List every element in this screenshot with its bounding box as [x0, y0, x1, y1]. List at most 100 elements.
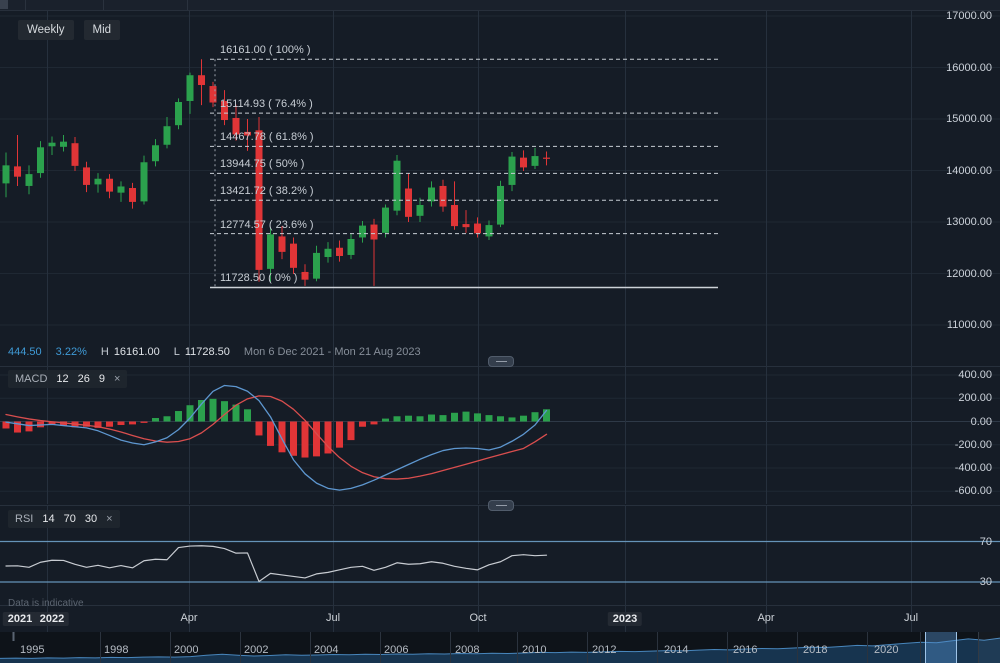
toolbar-separator	[25, 0, 26, 10]
candle-body	[2, 165, 10, 184]
macd-histogram-bar	[439, 415, 447, 422]
candle-body	[278, 236, 286, 252]
macd-fast-period: 12	[56, 373, 69, 385]
macd-histogram-bar	[301, 421, 309, 458]
macd-histogram-bar	[152, 418, 159, 422]
macd-histogram-bar	[531, 412, 539, 422]
macd-histogram-bar	[175, 411, 182, 422]
candle-body	[428, 187, 435, 202]
macd-histogram-bar	[267, 421, 274, 446]
candle-body	[531, 156, 539, 166]
candle-body	[439, 185, 447, 207]
macd-histogram-bar	[336, 421, 343, 448]
rsi-panel-canvas[interactable]	[0, 505, 1000, 632]
macd-histogram-bar	[370, 421, 378, 425]
rsi-upper-level: 70	[63, 513, 76, 525]
macd-slow-period: 26	[77, 373, 90, 385]
toolbar-fragment	[0, 0, 8, 9]
navigator-selection-window[interactable]	[925, 632, 956, 663]
macd-legend: MACD 12 26 9 ×	[8, 370, 128, 388]
candle-body	[37, 147, 44, 174]
candle-body	[267, 234, 274, 269]
macd-histogram-bar	[520, 415, 527, 422]
price-chart-canvas[interactable]	[0, 0, 1000, 366]
macd-histogram-bar	[382, 418, 389, 422]
macd-histogram-bar	[428, 414, 435, 422]
macd-histogram-bar	[106, 421, 113, 427]
candle-body	[71, 143, 79, 166]
candle-body	[451, 205, 458, 227]
candle-body	[129, 188, 136, 202]
candle-body	[382, 207, 389, 233]
rsi-close-icon[interactable]: ×	[106, 513, 113, 525]
candle-body	[25, 174, 33, 186]
macd-histogram-bar	[129, 421, 136, 425]
macd-histogram-bar	[163, 416, 171, 422]
macd-close-icon[interactable]: ×	[114, 373, 121, 385]
macd-histogram-bar	[94, 421, 102, 428]
timeframe-button[interactable]: Weekly	[18, 20, 74, 40]
navigator-area	[0, 638, 1000, 663]
candle-body	[324, 248, 332, 258]
macd-histogram-bar	[485, 415, 493, 422]
candle-body	[520, 157, 527, 168]
toolbar-separator	[187, 0, 188, 10]
candle-body	[83, 167, 90, 185]
macd-histogram-bar	[25, 421, 33, 432]
date-range-readout: Mon 6 Dec 2021 - Mon 21 Aug 2023	[243, 346, 421, 358]
price-status-bar: 444.50 3.22% H 16161.00 L 11728.50 Mon 6…	[8, 346, 421, 358]
candle-body	[508, 156, 516, 185]
navigator-left-handle[interactable]	[12, 632, 15, 641]
macd-signal-line	[5, 395, 548, 480]
candle-body	[198, 75, 205, 86]
toolbar-separator	[103, 0, 104, 10]
macd-histogram-bar	[244, 409, 251, 422]
macd-line	[5, 384, 548, 491]
candle-body	[474, 223, 481, 234]
candle-body	[336, 247, 343, 256]
low-readout: L 11728.50	[173, 346, 230, 358]
candle-body	[221, 100, 228, 121]
macd-histogram-bar	[474, 413, 481, 422]
range-navigator-canvas[interactable]	[0, 632, 1000, 663]
candle-body	[117, 186, 125, 193]
data-indicative-note: Data is indicative	[8, 598, 84, 609]
rsi-line	[5, 545, 548, 583]
candle-body	[393, 160, 401, 211]
candle-body	[244, 131, 251, 136]
rsi-label: RSI	[15, 513, 34, 525]
macd-histogram-bar	[278, 421, 286, 453]
candle-body	[462, 224, 470, 228]
macd-label: MACD	[15, 373, 48, 385]
macd-histogram-bar	[508, 417, 516, 422]
panel-resize-handle[interactable]	[488, 500, 514, 511]
candle-body	[370, 224, 378, 240]
panel-resize-handle[interactable]	[488, 356, 514, 367]
macd-signal-period: 9	[98, 373, 106, 385]
macd-histogram-bar	[186, 405, 194, 422]
macd-histogram-bar	[140, 421, 148, 423]
macd-histogram-bar	[462, 411, 470, 422]
rsi-legend: RSI 14 70 30 ×	[8, 510, 120, 528]
macd-histogram-bar	[416, 416, 424, 422]
candle-body	[347, 238, 355, 255]
candle-body	[106, 178, 113, 192]
macd-panel-canvas[interactable]	[0, 366, 1000, 504]
macd-histogram-bar	[347, 421, 355, 441]
price-source-button[interactable]: Mid	[83, 20, 121, 40]
macd-histogram-bar	[359, 421, 366, 427]
macd-histogram-bar	[405, 415, 412, 422]
candle-body	[209, 86, 217, 103]
candle-body	[186, 75, 194, 101]
rsi-period: 14	[42, 513, 55, 525]
candle-body	[485, 225, 493, 237]
macd-histogram-bar	[209, 398, 217, 422]
net-change-value: 444.50	[8, 346, 42, 358]
chart-settings-toolbar: Weekly Mid	[18, 20, 121, 40]
macd-histogram-bar	[324, 421, 332, 454]
candle-body	[14, 166, 21, 177]
candle-body	[359, 225, 366, 238]
macd-histogram-bar	[543, 409, 550, 422]
navigator-line	[0, 637, 1000, 659]
